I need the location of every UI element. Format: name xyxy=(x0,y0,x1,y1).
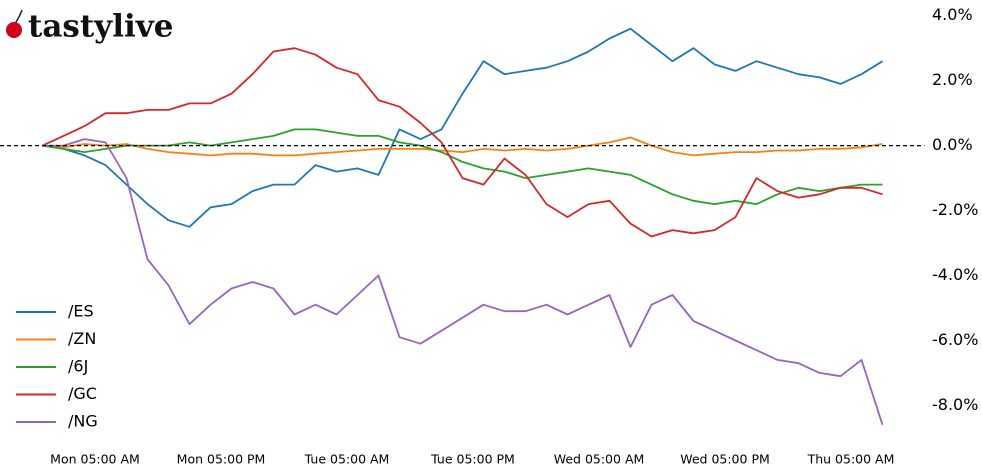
legend-label: /GC xyxy=(68,384,97,403)
series-line xyxy=(42,136,883,157)
legend: /ES/ZN/6J/GC/NG xyxy=(16,302,98,431)
x-tick-label: Thu 05:00 AM xyxy=(807,452,895,467)
x-tick-label: Wed 05:00 AM xyxy=(554,452,645,467)
y-tick-label: -8.0% xyxy=(932,395,978,414)
x-tick-label: Mon 05:00 PM xyxy=(177,452,266,467)
series-line xyxy=(42,138,884,426)
series-line xyxy=(42,128,883,205)
legend-label: /ES xyxy=(68,302,94,321)
y-tick-label: -6.0% xyxy=(932,330,978,349)
logo: tastylive xyxy=(6,9,173,45)
legend-label: /6J xyxy=(68,357,88,376)
logo-text: tastylive xyxy=(28,9,173,45)
series-line xyxy=(42,47,883,238)
cherry xyxy=(6,22,22,38)
y-tick-label: 4.0% xyxy=(932,5,973,24)
legend-label: /NG xyxy=(68,412,98,431)
y-tick-label: 0.0% xyxy=(932,135,973,154)
x-tick-label: Tue 05:00 PM xyxy=(430,452,515,467)
cherry-stem xyxy=(14,9,23,25)
legend-label: /ZN xyxy=(68,329,96,348)
y-tick-label: 2.0% xyxy=(932,70,973,89)
x-tick-label: Mon 05:00 AM xyxy=(50,452,140,467)
x-tick-label: Wed 05:00 PM xyxy=(680,452,770,467)
y-tick-label: -4.0% xyxy=(932,265,978,284)
series-line xyxy=(42,27,883,228)
y-tick-label: -2.0% xyxy=(932,200,978,219)
x-tick-label: Tue 05:00 AM xyxy=(304,452,390,467)
